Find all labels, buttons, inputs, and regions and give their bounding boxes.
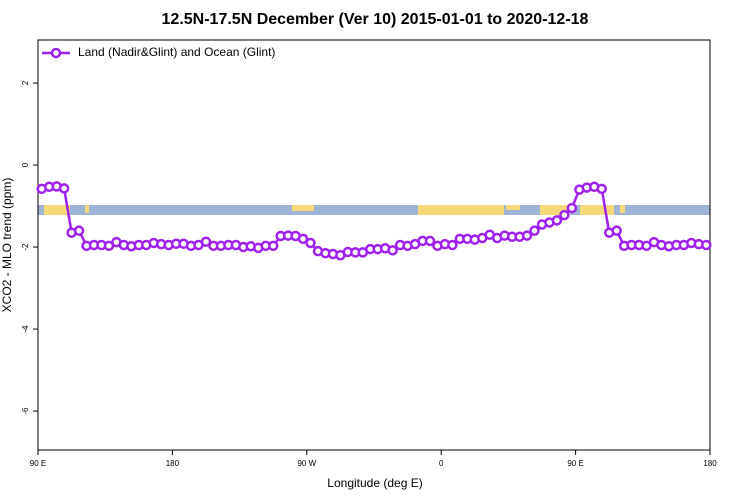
point: [596, 183, 607, 195]
x-tick-label: 90 E: [30, 459, 46, 468]
map-strip: [38, 205, 710, 215]
point: [551, 215, 563, 226]
x-tick-label: 180: [166, 459, 180, 468]
y-tick-label: -6: [21, 407, 30, 415]
point: [529, 225, 540, 236]
legend-marker: [50, 47, 62, 59]
x-tick-label: 180: [703, 459, 717, 468]
y-tick-label: -2: [21, 243, 30, 251]
point: [424, 235, 436, 247]
y-axis-label: XCO2 - MLO trend (ppm): [0, 178, 14, 313]
x-tick-label: 0: [439, 459, 444, 468]
legend-label: Land (Nadir&Glint) and Ocean (Glint): [78, 45, 275, 59]
point: [73, 225, 85, 236]
x-tick-label: 90 W: [297, 459, 316, 468]
point: [566, 202, 578, 214]
point: [611, 225, 622, 236]
chart-title: 12.5N-17.5N December (Ver 10) 2015-01-01…: [162, 11, 589, 28]
y-tick-label: 0: [21, 162, 30, 167]
point: [387, 245, 398, 256]
y-tick-label: 2: [21, 80, 30, 85]
x-axis-label: Longitude (deg E): [327, 476, 422, 490]
point: [305, 237, 316, 249]
point: [267, 240, 279, 252]
x-tick-label: 90 E: [567, 459, 583, 468]
point: [447, 239, 458, 251]
point: [559, 209, 570, 221]
point: [521, 230, 533, 241]
point: [58, 183, 70, 194]
point: [200, 236, 212, 247]
y-tick-label: -4: [21, 325, 30, 333]
point: [701, 239, 712, 251]
point: [297, 233, 309, 245]
